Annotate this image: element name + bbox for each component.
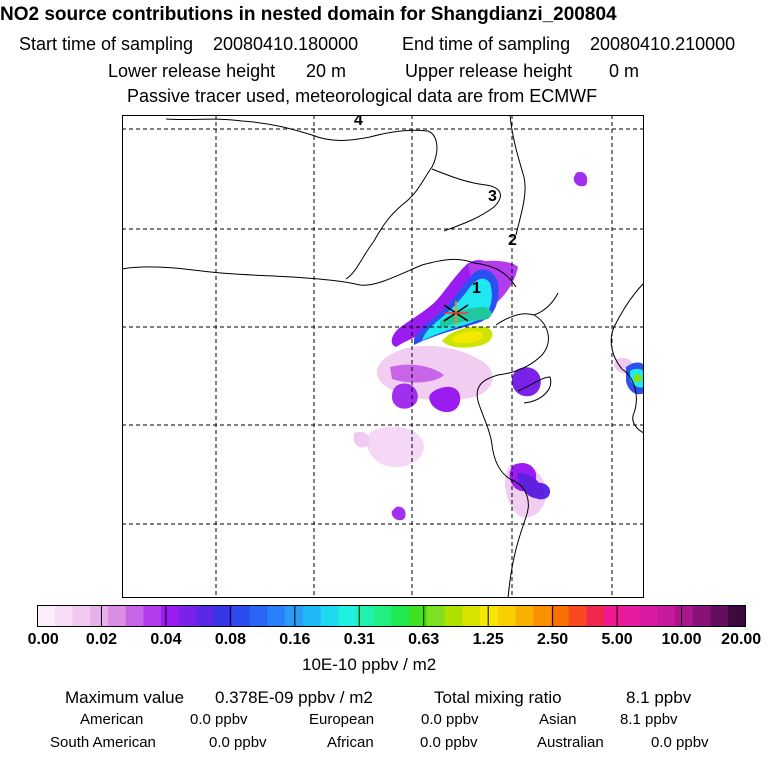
colorbar-cell bbox=[497, 605, 517, 627]
colorbar-cell bbox=[480, 605, 499, 627]
colorbar-cell bbox=[444, 605, 464, 627]
colorbar-cell bbox=[249, 605, 269, 627]
colorbar-cell bbox=[710, 605, 729, 627]
region-south-american-value: 0.0 ppbv bbox=[209, 734, 267, 751]
colorbar-cell bbox=[90, 605, 109, 627]
colorbar-cell bbox=[161, 605, 180, 627]
region-south-american-label: South American bbox=[50, 734, 156, 751]
map-grid bbox=[122, 115, 644, 598]
upper-height-value: 0 m bbox=[609, 61, 640, 81]
tracer-note: Passive tracer used, meteorological data… bbox=[127, 86, 598, 106]
region-european-label: European bbox=[309, 711, 375, 728]
colorbar-cell bbox=[214, 605, 233, 627]
colorbar-cell bbox=[373, 605, 393, 627]
map-background bbox=[122, 115, 644, 598]
colorbar-cell bbox=[409, 605, 428, 627]
colorbar-cell bbox=[586, 605, 605, 627]
contour-label-2: 2 bbox=[508, 232, 517, 249]
colorbar-cell bbox=[125, 605, 144, 627]
colorbar-cell bbox=[285, 605, 304, 627]
colorbar-cell bbox=[107, 605, 127, 627]
station-marker-icon bbox=[443, 301, 469, 325]
region-american-value: 0.0 ppbv bbox=[190, 711, 248, 728]
colorbar-cell bbox=[302, 605, 322, 627]
colorbar-tick-label: 10.00 bbox=[661, 631, 702, 648]
colorbar-cell bbox=[657, 605, 676, 627]
region-asian-value: 8.1 ppbv bbox=[620, 711, 678, 728]
colorbar-cell bbox=[621, 605, 641, 627]
colorbar-tick-label: 5.00 bbox=[601, 631, 633, 648]
colorbar-cell bbox=[675, 605, 694, 627]
colorbar-tick-label: 1.25 bbox=[472, 631, 504, 648]
max-value: 0.378E-09 ppbv / m2 bbox=[215, 688, 373, 707]
colorbar-cell bbox=[604, 605, 623, 627]
colorbar-frame bbox=[37, 605, 746, 627]
colorbar-cell bbox=[72, 605, 91, 627]
colorbar-cell bbox=[551, 605, 570, 627]
end-time-value: 20080410.210000 bbox=[590, 34, 736, 54]
colorbar-cell bbox=[639, 605, 658, 627]
colorbar-tick-label: 0.31 bbox=[343, 631, 375, 648]
colorbar-cell bbox=[54, 605, 74, 627]
lower-height-label: Lower release height bbox=[108, 61, 276, 81]
colorbar-cell bbox=[267, 605, 286, 627]
colorbar-cell bbox=[568, 605, 588, 627]
colorbar-cell bbox=[391, 605, 410, 627]
colorbar-cell bbox=[37, 605, 56, 627]
region-african-label: African bbox=[327, 734, 374, 751]
region-european-value: 0.0 ppbv bbox=[421, 711, 479, 728]
contour-label-1: 1 bbox=[472, 280, 481, 297]
colorbar-cell bbox=[143, 605, 162, 627]
max-value-label: Maximum value bbox=[65, 688, 185, 707]
colorbar-unit: 10E-10 ppbv / m2 bbox=[302, 655, 437, 674]
total-mixing-value: 8.1 ppbv bbox=[626, 688, 692, 707]
region-african-value: 0.0 ppbv bbox=[420, 734, 478, 751]
region-american-label: American bbox=[80, 711, 144, 728]
region-australian-value: 0.0 ppbv bbox=[651, 734, 709, 751]
colorbar bbox=[37, 605, 746, 627]
end-time-label: End time of sampling bbox=[402, 34, 571, 54]
lower-height-value: 20 m bbox=[306, 61, 347, 81]
contour-label-4: 4 bbox=[354, 115, 363, 129]
colorbar-cell bbox=[728, 605, 746, 627]
colorbar-cell bbox=[178, 605, 198, 627]
start-time-value: 20080410.180000 bbox=[213, 34, 359, 54]
colorbar-cell bbox=[196, 605, 215, 627]
colorbar-cell bbox=[426, 605, 446, 627]
colorbar-tick-label: 2.50 bbox=[537, 631, 569, 648]
upper-height-label: Upper release height bbox=[405, 61, 573, 81]
region-asian-label: Asian bbox=[539, 711, 577, 728]
colorbar-cell bbox=[692, 605, 712, 627]
colorbar-cell bbox=[320, 605, 339, 627]
map-panel: 4 3 2 1 bbox=[122, 115, 644, 598]
region-australian-label: Australian bbox=[537, 734, 604, 751]
total-mixing-label: Total mixing ratio bbox=[434, 688, 562, 707]
start-time-label: Start time of sampling bbox=[19, 34, 194, 54]
colorbar-cell bbox=[338, 605, 357, 627]
map-title: NO2 source contributions in nested domai… bbox=[0, 4, 617, 25]
colorbar-cell bbox=[515, 605, 534, 627]
colorbar-tick-label: 0.16 bbox=[279, 631, 311, 648]
colorbar-tick-label: 0.02 bbox=[85, 631, 118, 648]
colorbar-tick-label: 0.04 bbox=[150, 631, 182, 648]
colorbar-tick-label: 0.08 bbox=[214, 631, 246, 648]
colorbar-tick-label: 0.00 bbox=[27, 631, 59, 648]
colorbar-cell bbox=[462, 605, 481, 627]
colorbar-cell bbox=[356, 605, 375, 627]
coastline-borders bbox=[122, 115, 644, 598]
colorbar-tick-label: 20.00 bbox=[721, 631, 762, 648]
map-frame bbox=[122, 115, 644, 598]
colorbar-cell bbox=[533, 605, 552, 627]
colorbar-cell bbox=[231, 605, 251, 627]
contour-label-3: 3 bbox=[488, 188, 497, 205]
colorbar-tick-label: 0.63 bbox=[408, 631, 440, 648]
